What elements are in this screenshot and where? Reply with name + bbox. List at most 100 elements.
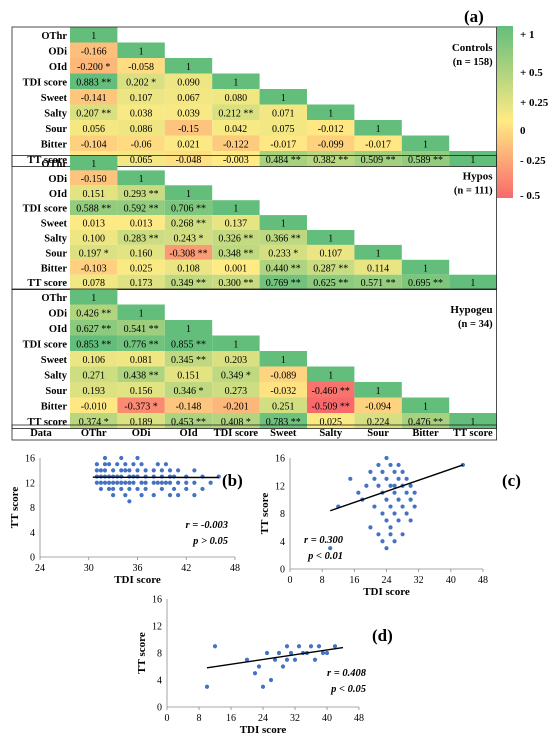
row-label: Bitter [41, 263, 68, 274]
heatmap-cell-value: -0.017 [270, 139, 296, 150]
scatter-point [135, 468, 139, 472]
row-label: OId [49, 189, 67, 200]
scatter-point [111, 481, 115, 485]
heatmap-cell-value: 0.345 ** [171, 355, 206, 366]
heatmap-cell-value: 0.203 [225, 355, 248, 366]
scatter-point [392, 491, 396, 495]
scatter-point [333, 644, 337, 648]
y-tick-label: 12 [152, 622, 162, 633]
heatmap-cell-value: 0.438 ** [124, 370, 159, 381]
scatter-point [396, 498, 400, 502]
heatmap-cell-value: 0.589 ** [408, 155, 443, 166]
scatter-point [277, 651, 281, 655]
column-header: Sweet [270, 428, 297, 439]
scatter-point [119, 468, 123, 472]
scatter-point [127, 487, 131, 491]
heatmap-cell-value: 1 [281, 355, 286, 366]
row-label: TDI score [23, 204, 68, 215]
heatmap-cell-value: 1 [470, 155, 475, 166]
x-tick-label: 40 [446, 575, 456, 586]
y-tick-label: 16 [25, 454, 35, 465]
p-value-annotation: p < 0.05 [330, 684, 366, 695]
heatmap-cell-value: 0.776 ** [124, 339, 159, 350]
row-label: OThr [41, 159, 67, 170]
heatmap-cell-value: 1 [233, 204, 238, 215]
heatmap-cell-value: 0.326 ** [218, 233, 253, 244]
scatter-point [317, 644, 321, 648]
heatmap-cell-value: 0.374 * [79, 417, 109, 428]
heatmap-cell-value: 1 [91, 293, 96, 304]
scatter-point [160, 487, 164, 491]
heatmap-cell-value: 1 [328, 108, 333, 119]
scatter-point [348, 477, 352, 481]
heatmap-cell-value: 0.056 [82, 124, 105, 135]
heatmap-cell-value: -0.166 [81, 46, 107, 57]
group-count: (n = 158) [453, 57, 493, 68]
heatmap-cell-value: 0.695 ** [408, 278, 443, 289]
scatter-point [99, 481, 103, 485]
heatmap-cell-value: 0.627 ** [76, 324, 111, 335]
heatmap-cell-value: -0.06 [131, 139, 152, 150]
colorbar-tick: 0 [520, 125, 526, 137]
heatmap-cell-value: -0.460 ** [312, 386, 350, 397]
scatter-point [269, 678, 273, 682]
heatmap-cell-value: 0.251 [272, 401, 295, 412]
heatmap-cell-value: 0.090 [177, 77, 200, 88]
scatter-point [257, 664, 261, 668]
scatter-point [144, 487, 148, 491]
x-tick-label: 24 [258, 713, 268, 724]
heatmap-cell-value: 1 [186, 324, 191, 335]
scatter-point [200, 487, 204, 491]
heatmap-cell-value: 1 [233, 339, 238, 350]
heatmap-cell-value: 0.212 ** [218, 108, 253, 119]
scatter-point [396, 463, 400, 467]
scatter-point [213, 644, 217, 648]
y-tick-label: 4 [280, 537, 285, 548]
heatmap-cell-value: 0.476 ** [408, 417, 443, 428]
heatmap-cell-value: -0.200 * [77, 62, 110, 73]
scatter-point [103, 481, 107, 485]
y-tick-label: 8 [280, 509, 285, 520]
heatmap-cell-value: 1 [139, 174, 144, 185]
heatmap-cell-value: 0.189 [130, 417, 153, 428]
scatter-point [388, 525, 392, 529]
heatmap-cell-value: 0.108 [177, 263, 200, 274]
heatmap-cell-value: 1 [328, 233, 333, 244]
x-tick-label: 8 [320, 575, 325, 586]
scatter-point [297, 644, 301, 648]
heatmap-cell-value: 0.160 [130, 248, 153, 259]
heatmap-cell-value: 0.001 [225, 263, 248, 274]
x-axis-label: TDI score [363, 586, 410, 598]
heatmap-cell-value: 0.541 ** [124, 324, 159, 335]
scatter-point [368, 525, 372, 529]
scatter-point [409, 484, 413, 488]
heatmap-cell-value: 0.151 [177, 370, 200, 381]
heatmap-cell-value: 0.588 ** [76, 204, 111, 215]
scatter-point [139, 462, 143, 466]
heatmap-cell-value: 0.426 ** [76, 308, 111, 319]
scatter-point [176, 468, 180, 472]
p-value-annotation: p < 0.01 [307, 551, 343, 562]
heatmap-cell-value: -0.308 ** [169, 248, 207, 259]
scatter-point [356, 491, 360, 495]
heatmap-cell-value: 0.855 ** [171, 339, 206, 350]
heatmap-cell-value: -0.509 ** [312, 401, 350, 412]
heatmap-cell-value: -0.012 [318, 124, 344, 135]
x-axis-label: TDI score [240, 724, 287, 736]
y-tick-label: 12 [275, 481, 285, 492]
scatter-point [164, 481, 168, 485]
correlation-annotation: r = 0.408 [327, 668, 367, 679]
heatmap-cell-value: -0.094 [365, 401, 391, 412]
group-count: (n = 111) [454, 186, 493, 197]
scatter-point [131, 462, 135, 466]
row-label: OThr [41, 293, 67, 304]
scatter-point [107, 487, 111, 491]
scatter-point [384, 498, 388, 502]
heatmap-cell-value: 0.349 * [221, 370, 251, 381]
scatter-point [396, 518, 400, 522]
row-label: Sour [45, 248, 67, 259]
colorbar: + 1+ 0.5+ 0.250- 0.25- 0.5 [497, 26, 549, 202]
y-tick-label: 0 [30, 553, 35, 564]
